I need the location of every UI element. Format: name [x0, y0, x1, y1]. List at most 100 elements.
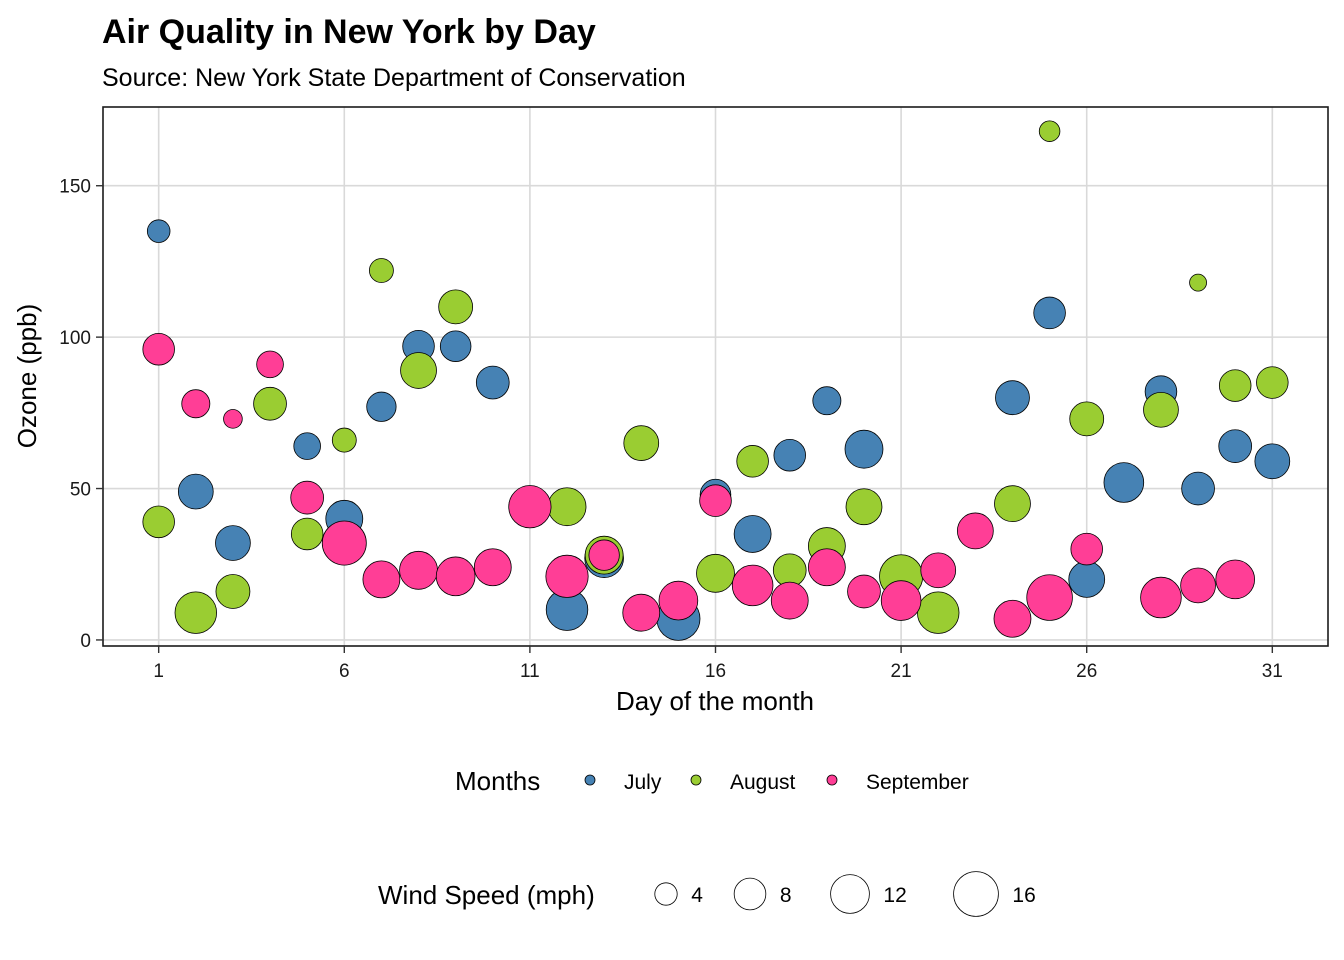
point-september [731, 564, 774, 607]
legend-label-september: September [866, 771, 969, 794]
point-august [547, 487, 587, 527]
point-september [399, 550, 438, 590]
months-legend-title: Months [455, 766, 540, 796]
point-july [215, 525, 251, 561]
size-legend-circle [953, 871, 999, 917]
y-tick-label: 0 [80, 631, 91, 652]
point-july [475, 365, 510, 400]
point-september [847, 574, 881, 609]
point-july [293, 432, 321, 460]
point-july [1218, 429, 1253, 463]
x-axis-title: Day of the month [616, 686, 814, 716]
point-august [1189, 273, 1207, 292]
point-september [508, 485, 552, 529]
size-legend-circle [830, 874, 870, 914]
point-september [956, 512, 994, 550]
x-tick-label: 1 [153, 661, 164, 682]
size-legend-label: 8 [780, 884, 792, 907]
point-july [733, 515, 772, 553]
point-august [253, 386, 287, 421]
point-august [1143, 391, 1179, 428]
size-legend-circle [654, 882, 678, 906]
point-august [142, 505, 175, 539]
point-august [1038, 120, 1061, 142]
point-september [321, 520, 367, 566]
point-august [994, 485, 1031, 523]
point-september [473, 548, 512, 587]
chart-subtitle: Source: New York State Department of Con… [102, 64, 686, 92]
y-tick-label: 50 [70, 480, 91, 501]
size-legend-label: 16 [1012, 884, 1035, 907]
point-july [773, 438, 806, 472]
legend-key-september [826, 774, 838, 786]
point-july [439, 330, 472, 362]
point-july [1181, 471, 1215, 506]
point-august [290, 517, 324, 551]
x-tick-label: 16 [705, 661, 726, 682]
size-legend-label: 4 [691, 884, 703, 907]
legend-label-august: August [730, 771, 796, 794]
point-september [880, 580, 922, 621]
point-july [366, 391, 397, 422]
point-august [368, 258, 394, 283]
point-september [142, 333, 175, 366]
months-legend: Months July August September [455, 766, 969, 796]
point-august [174, 591, 218, 634]
legend-key-july [584, 774, 596, 786]
point-september [622, 593, 661, 632]
y-axis-title: Ozone (ppb) [12, 304, 42, 449]
point-september [1215, 559, 1255, 600]
point-august [1218, 369, 1252, 402]
point-july [1068, 561, 1106, 598]
point-august [1256, 366, 1289, 399]
point-july [1033, 296, 1066, 330]
legend-label-july: July [624, 771, 662, 794]
y-tick-label: 100 [59, 328, 91, 349]
point-august [917, 591, 960, 634]
point-september [699, 484, 732, 517]
point-august [331, 427, 357, 453]
point-september [993, 599, 1032, 638]
point-july [995, 380, 1030, 416]
x-tick-label: 31 [1262, 661, 1283, 682]
point-september [256, 350, 284, 379]
point-august [400, 352, 437, 389]
point-september [588, 539, 620, 571]
point-july [844, 429, 884, 469]
point-september [1140, 576, 1182, 619]
point-august [696, 553, 735, 593]
point-september [920, 552, 957, 589]
point-september [1026, 574, 1073, 621]
point-september [290, 480, 324, 515]
point-september [1180, 567, 1216, 604]
point-july [177, 473, 214, 510]
size-legend-circle [733, 877, 767, 911]
data-points [142, 120, 1291, 641]
point-july [1254, 443, 1291, 480]
point-september [807, 548, 846, 587]
x-tick-label: 21 [891, 661, 912, 682]
point-august [215, 574, 251, 609]
point-july [146, 219, 171, 243]
x-tick-label: 11 [520, 661, 540, 682]
point-august [623, 425, 660, 461]
point-august [1069, 401, 1105, 437]
point-september [435, 556, 476, 597]
point-september [223, 409, 243, 429]
x-tick-label: 6 [339, 661, 350, 682]
size-legend-label: 12 [883, 884, 906, 907]
point-september [770, 581, 809, 620]
chart-title: Air Quality in New York by Day [102, 13, 596, 51]
point-august [438, 289, 474, 325]
wind-speed-legend-title: Wind Speed (mph) [378, 880, 595, 910]
y-tick-label: 150 [59, 177, 91, 198]
point-september [545, 554, 589, 598]
point-september [181, 389, 211, 419]
x-tick-label: 26 [1076, 661, 1097, 682]
point-august [736, 445, 769, 478]
point-august [845, 488, 883, 526]
point-july [1103, 462, 1145, 503]
point-july [812, 386, 842, 416]
point-september [362, 560, 401, 599]
